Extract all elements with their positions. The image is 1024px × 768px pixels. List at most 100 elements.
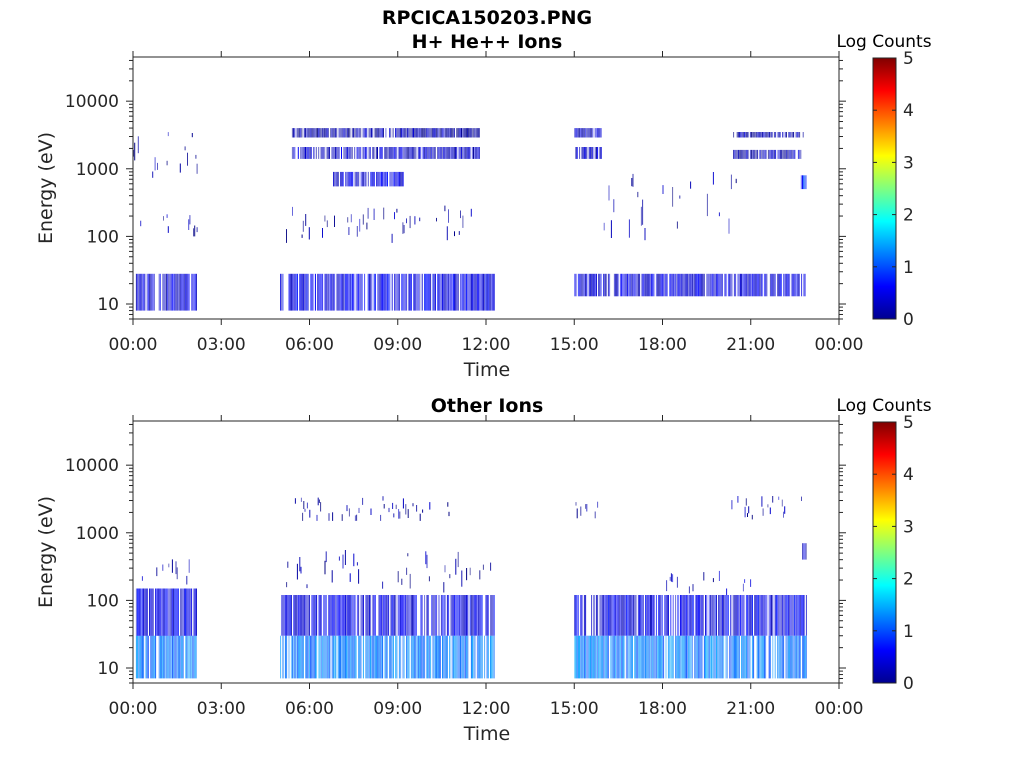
spectrogram-strip xyxy=(747,149,749,159)
spectrogram-strip xyxy=(344,128,346,138)
spectrogram-strip xyxy=(135,273,137,311)
spectrogram-strip xyxy=(347,595,349,636)
spectrogram-strip xyxy=(798,595,800,636)
spectrogram-strip xyxy=(398,635,400,679)
spectrogram-strip xyxy=(742,583,744,592)
spectrogram-strip xyxy=(685,595,687,636)
spectrogram-strip xyxy=(359,218,361,232)
spectrogram-strip xyxy=(361,171,363,187)
spectrogram-strip xyxy=(670,573,672,582)
spectrogram-strip xyxy=(490,595,492,636)
spectrogram-strip xyxy=(356,595,358,636)
spectrogram-strip xyxy=(735,273,737,297)
spectrogram-strip xyxy=(437,635,439,679)
spectrogram-strip xyxy=(805,595,807,636)
spectrogram-strip xyxy=(135,635,137,679)
spectrogram-strip xyxy=(368,273,370,311)
spectrogram-strip xyxy=(469,128,471,138)
spectrogram-strip xyxy=(750,273,752,297)
spectrogram-strip xyxy=(658,273,660,297)
spectrogram-strip xyxy=(470,273,472,311)
spectrogram-strip xyxy=(689,595,691,636)
spectrogram-strip xyxy=(428,576,430,582)
spectrogram-strip xyxy=(777,149,779,159)
spectrogram-strip xyxy=(139,588,141,636)
spectrogram-strip xyxy=(336,147,338,159)
spectrogram-strip xyxy=(669,635,671,679)
spectrogram-strip xyxy=(419,273,421,311)
spectrogram-strip xyxy=(284,635,286,679)
spectrogram-strip xyxy=(152,171,154,178)
spectrogram-strip xyxy=(407,635,409,679)
spectrogram-strip xyxy=(324,635,326,679)
spectrogram-strip xyxy=(691,635,693,679)
spectrogram-strip xyxy=(303,128,305,138)
spectrogram-strip xyxy=(783,511,784,518)
spectrogram-strip xyxy=(655,595,657,636)
spectrogram-strip xyxy=(789,149,791,159)
spectrogram-strip xyxy=(613,273,615,297)
spectrogram-strip xyxy=(479,635,481,679)
spectrogram-strip xyxy=(450,128,452,138)
spectrogram-strip xyxy=(736,132,738,138)
spectrogram-strip xyxy=(736,149,738,159)
spectrogram-strip xyxy=(336,171,338,187)
spectrogram-strip xyxy=(370,635,372,679)
spectrogram-strip xyxy=(658,595,660,636)
spectrogram-strip xyxy=(449,635,451,679)
panel-title: Other Ions xyxy=(431,395,544,417)
spectrogram-strip xyxy=(480,273,482,311)
spectrogram-strip xyxy=(440,147,442,159)
spectrogram-strip xyxy=(301,635,303,679)
spectrogram-strip xyxy=(744,273,746,297)
spectrogram-strip xyxy=(761,273,763,297)
spectrogram-strip xyxy=(580,273,582,297)
spectrogram-strip xyxy=(765,635,767,679)
spectrogram-strip xyxy=(188,273,190,311)
spectrogram-strip xyxy=(391,595,393,636)
spectrogram-strip xyxy=(443,128,444,138)
spectrogram-strip xyxy=(332,595,334,636)
spectrogram-strip xyxy=(575,147,577,159)
spectrogram-strip xyxy=(775,149,777,159)
spectrogram-strip xyxy=(193,228,194,237)
spectrogram-strip xyxy=(314,635,316,679)
spectrogram-strip xyxy=(429,128,431,138)
spectrogram-strip xyxy=(400,635,402,679)
spectrogram-strip xyxy=(403,595,405,636)
spectrogram-strip xyxy=(766,132,768,138)
spectrogram-strip xyxy=(779,635,781,679)
spectrogram-strip xyxy=(305,147,306,159)
spectrogram-strip xyxy=(286,635,288,679)
spectrogram-strip xyxy=(791,149,793,159)
spectrogram-strip xyxy=(594,635,596,679)
spectrogram-strip xyxy=(354,171,356,187)
spectrogram-strip xyxy=(598,635,600,679)
spectrogram-strip xyxy=(636,273,638,297)
spectrogram-strip xyxy=(762,635,764,679)
spectrogram-strip xyxy=(390,128,392,138)
spectrogram-strip xyxy=(635,273,637,297)
spectrogram-strip xyxy=(325,635,327,679)
spectrogram-strip xyxy=(297,128,299,138)
spectrogram-strip xyxy=(384,273,386,311)
spectrogram-strip xyxy=(344,595,346,636)
spectrogram-strip xyxy=(666,595,668,636)
spectrogram-strip xyxy=(460,273,462,311)
spectrogram-strip xyxy=(457,595,459,636)
spectrogram-strip xyxy=(472,635,474,679)
spectrogram-strip xyxy=(445,273,447,311)
spectrogram-strip xyxy=(410,147,412,159)
spectrogram-strip xyxy=(737,635,739,679)
spectrogram-strip xyxy=(744,506,746,518)
spectrogram-strip xyxy=(628,273,630,297)
spectrogram-strip xyxy=(735,595,737,636)
spectrogram-strip xyxy=(187,152,188,166)
spectrogram-strip xyxy=(382,595,384,636)
spectrogram-strip xyxy=(320,635,322,679)
spectrogram-strip xyxy=(487,273,489,311)
spectrogram-strip xyxy=(802,132,804,138)
spectrogram-strip xyxy=(300,273,302,311)
spectrogram-strip xyxy=(622,273,624,297)
spectrogram-strip xyxy=(141,576,143,581)
